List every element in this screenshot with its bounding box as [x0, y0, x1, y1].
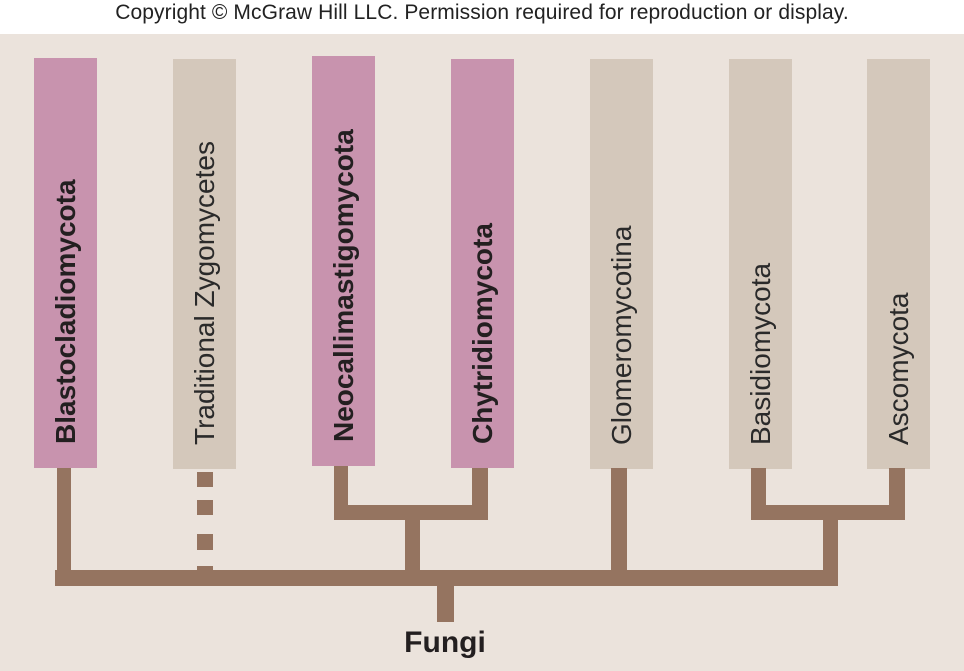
dashed-stem-zygomycetes: [197, 566, 213, 572]
taxon-box-blastocladiomycota: Blastocladiomycota: [34, 58, 97, 468]
taxon-box-chytridiomycota: Chytridiomycota: [451, 59, 514, 468]
copyright-notice: Copyright © McGraw Hill LLC. Permission …: [115, 1, 849, 24]
clade-stem-chytrid: [405, 505, 420, 578]
root-label-fungi: Fungi: [404, 626, 486, 659]
stem-blastocladiomycota: [57, 468, 71, 578]
root-stem: [437, 578, 454, 622]
stem-glomeromycotina: [611, 468, 627, 578]
dashed-stem-zygomycetes: [197, 472, 213, 487]
taxon-box-glomeromycotina: Glomeromycotina: [590, 59, 653, 469]
taxon-box-ascomycota: Ascomycota: [867, 59, 930, 469]
dashed-stem-zygomycetes: [197, 534, 213, 550]
taxon-box-neocallimastigomycota: Neocallimastigomycota: [312, 56, 375, 466]
taxon-box-basidiomycota: Basidiomycota: [729, 59, 792, 469]
dashed-stem-zygomycetes: [197, 500, 213, 515]
clade-stem-dikarya: [823, 505, 838, 578]
taxon-box-traditional-zygomycetes: Traditional Zygomycetes: [173, 59, 236, 469]
